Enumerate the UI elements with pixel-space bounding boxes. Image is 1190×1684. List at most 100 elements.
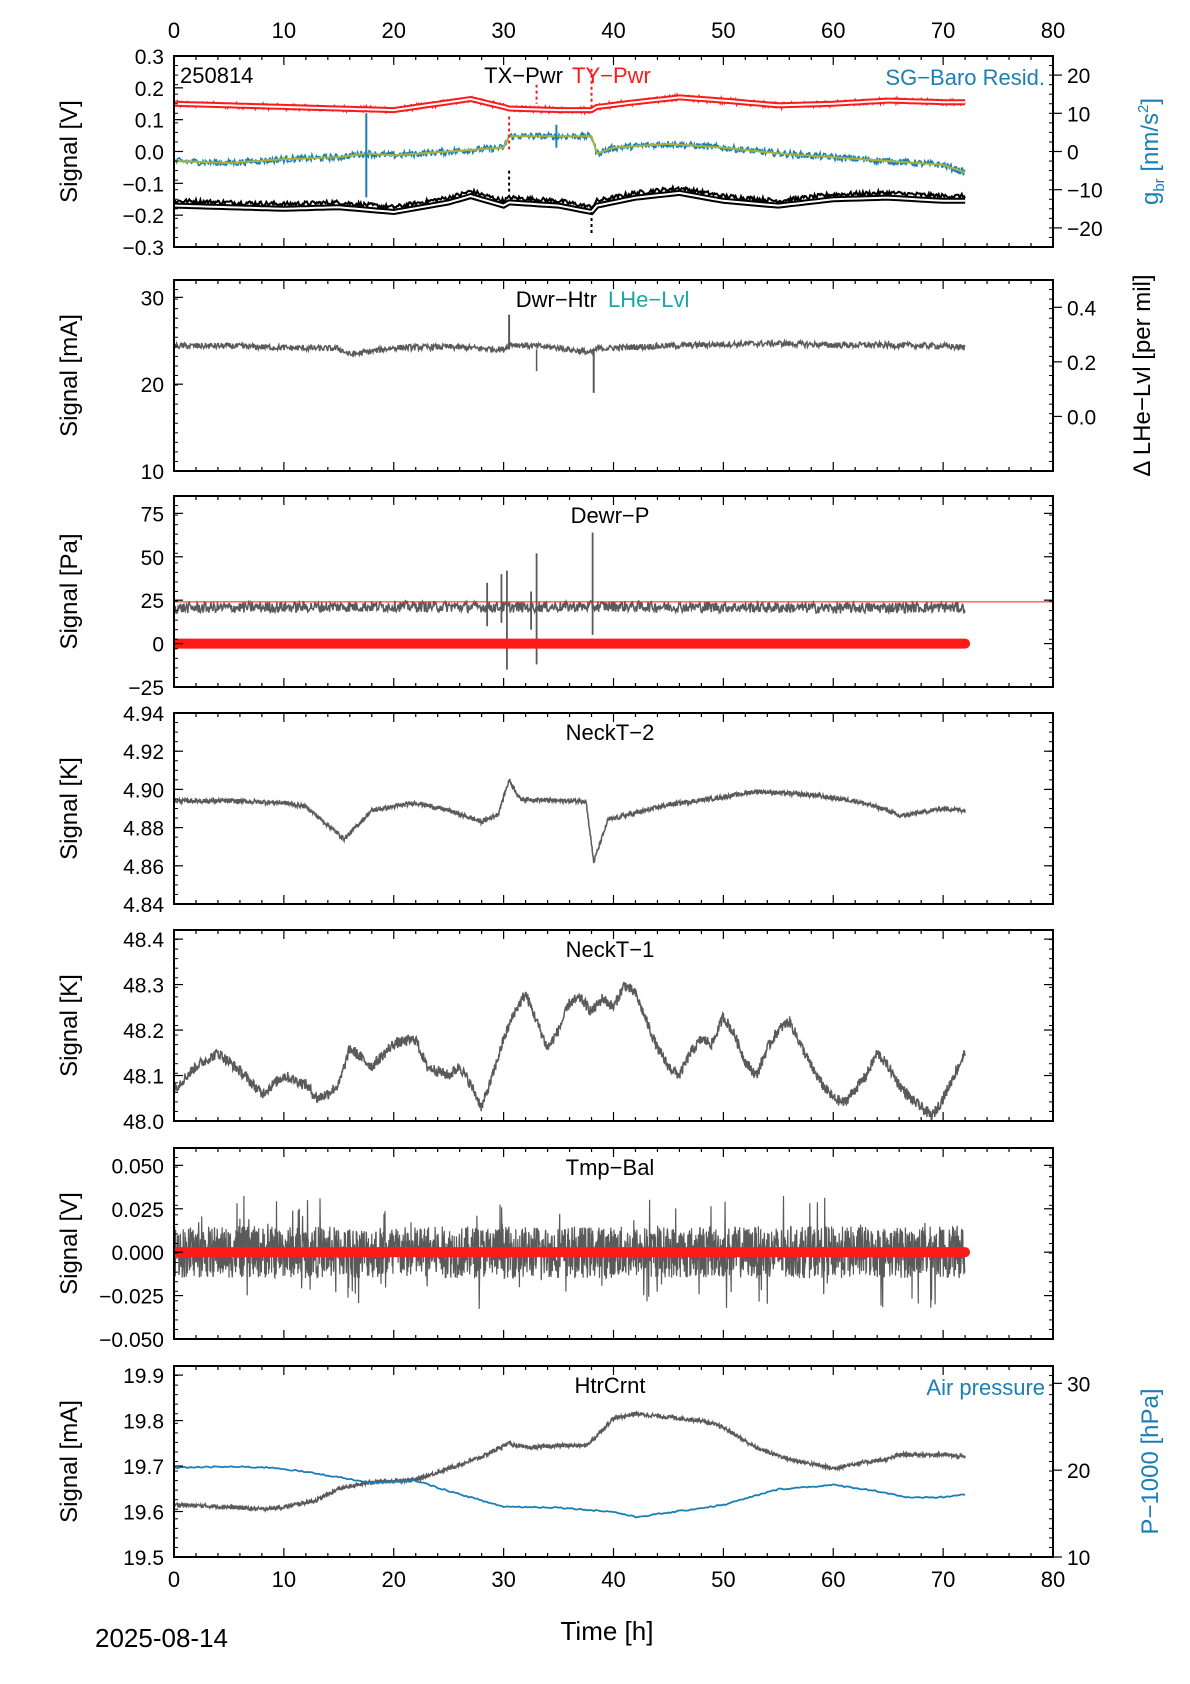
x-tick-label-bottom: 10	[272, 1567, 296, 1592]
dewr-p-series	[174, 598, 966, 616]
ty-pwr-smooth-core	[174, 96, 966, 112]
y-axis-label: Signal [V]	[56, 1192, 83, 1295]
y2-label-end: ]	[1137, 98, 1164, 105]
y2-axis-label: gbr [nm/s2]	[1135, 98, 1168, 205]
panel-plot-area	[174, 68, 966, 235]
panel-title-2: LHe−Lvl	[608, 287, 689, 312]
y2-tick-label: 10	[1067, 103, 1090, 126]
x-tick-label-bottom: 20	[382, 1567, 406, 1592]
y-tick-label: −0.050	[99, 1329, 164, 1352]
y-tick-label: 4.94	[123, 703, 164, 726]
y2-label-main: g	[1137, 192, 1164, 205]
y-tick-label: −0.2	[123, 205, 164, 228]
y-tick-label: −0.1	[123, 173, 164, 196]
y-tick-label: 4.90	[123, 779, 164, 802]
y-tick-label: −0.3	[123, 237, 164, 260]
right-series-label: SG−Baro Resid.	[885, 65, 1045, 90]
y2-tick-label: 0.4	[1067, 297, 1097, 320]
x-tick-label-top: 70	[931, 18, 955, 43]
y-axis-label: Signal [mA]	[56, 1400, 83, 1523]
htr-crnt-series	[174, 1410, 966, 1513]
y2-tick-label: 10	[1067, 1547, 1090, 1570]
panel-plot-area	[174, 1195, 971, 1309]
y-axis-label: Signal [mA]	[56, 314, 83, 437]
y2-label-sup: 2	[1135, 105, 1152, 113]
y2-axis-label: Δ LHe−Lvl [per mil]	[1129, 274, 1156, 476]
corner-label: 250814	[180, 63, 253, 88]
x-tick-label-bottom: 50	[711, 1567, 735, 1592]
y2-tick-label: 20	[1067, 65, 1090, 88]
panel-frame	[173, 1147, 1054, 1340]
y-tick-label: 0.0	[135, 142, 164, 165]
y-tick-label: 48.3	[123, 975, 164, 998]
y-tick-label: 75	[141, 503, 164, 526]
y2-tick-label: 0	[1067, 142, 1079, 165]
panel-frame	[173, 712, 1054, 905]
x-tick-label-bottom: 40	[601, 1567, 625, 1592]
y-tick-label: 48.4	[123, 929, 164, 952]
y-tick-label: 4.84	[123, 894, 164, 917]
y-tick-label: 0.3	[135, 46, 164, 69]
panel-title: HtrCrnt	[575, 1373, 646, 1398]
right-series-label: Air pressure	[926, 1375, 1045, 1400]
x-tick-label-top: 40	[601, 18, 625, 43]
panel-2: 10 20 30 Signal [mA] 0.0 0.2 0.4 Δ LHe−Lvl [per…	[56, 274, 1156, 484]
y-tick-label: 50	[141, 547, 164, 570]
x-tick-label-top: 0	[168, 18, 180, 43]
y-tick-label: 4.92	[123, 741, 164, 764]
y-tick-label: 20	[141, 374, 164, 397]
y-tick-label: 10	[141, 461, 164, 484]
x-tick-label-bottom: 30	[491, 1567, 515, 1592]
panel-plot-area	[174, 778, 966, 864]
dwr-htr-series	[174, 338, 966, 358]
neckt-1-series	[174, 981, 966, 1121]
panel-1: −0.3 −0.2 −0.1 0.0 0.1 0.2 0.3 Signal [V] −20 −10…	[56, 46, 1168, 260]
y-tick-label: 4.86	[123, 856, 164, 879]
panel-3: −25 0 25 50 75 Signal [Pa] Dewr−P	[56, 495, 1054, 700]
y2-axis-label: P−1000 [hPa]	[1137, 1388, 1164, 1534]
y-tick-label: 0.2	[135, 78, 164, 101]
y2-tick-label: 0.0	[1067, 406, 1096, 429]
x-tick-label-bottom: 70	[931, 1567, 955, 1592]
tx-pwr-smooth-core	[174, 191, 966, 214]
x-tick-label-bottom: 0	[168, 1567, 180, 1592]
y-tick-label: 19.7	[123, 1456, 164, 1479]
x-tick-label-bottom: 60	[821, 1567, 845, 1592]
x-tick-label-top: 80	[1041, 18, 1065, 43]
panel-title: Tmp−Bal	[566, 1155, 655, 1180]
panel-5: 48.0 48.1 48.2 48.3 48.4 Signal [K] NeckT−1	[56, 929, 1054, 1134]
panel-title-2: TY−Pwr	[572, 63, 651, 88]
x-tick-label-top: 10	[272, 18, 296, 43]
panel-frame	[173, 55, 1054, 248]
panel-title: Dwr−Htr	[516, 287, 597, 312]
y2-tick-label: 30	[1067, 1373, 1090, 1396]
x-axis-label: Time [h]	[561, 1616, 654, 1646]
air-pressure-series	[174, 1465, 966, 1519]
panel-title: TX−Pwr	[484, 63, 563, 88]
y-tick-label: 48.1	[123, 1066, 164, 1089]
panel-frame	[173, 929, 1054, 1122]
neckt-2-series	[174, 778, 966, 864]
tx-pwr-series	[174, 184, 966, 212]
y-tick-label: 19.8	[123, 1411, 164, 1434]
y-tick-label: 0.000	[111, 1242, 164, 1265]
x-tick-label-bottom: 80	[1041, 1567, 1065, 1592]
y-tick-label: 4.88	[123, 818, 164, 841]
panel-title: NeckT−2	[566, 720, 655, 745]
y-tick-label: −0.025	[99, 1286, 164, 1309]
y-tick-label: 19.5	[123, 1547, 164, 1570]
y2-label-unit: [nm/s	[1137, 113, 1164, 178]
panel-frame	[173, 279, 1054, 472]
sg-baro-resid-smooth	[174, 135, 966, 174]
x-tick-label-top: 20	[382, 18, 406, 43]
y-tick-label: 0.1	[135, 110, 164, 133]
y-tick-label: 0.025	[111, 1199, 164, 1222]
panel-title: Dewr−P	[571, 503, 650, 528]
panel-plot-area	[174, 314, 966, 393]
panel-plot-area	[174, 532, 1053, 670]
y-tick-label: 48.0	[123, 1111, 164, 1134]
x-tick-label-top: 50	[711, 18, 735, 43]
date-label: 2025-08-14	[95, 1623, 228, 1653]
panel-frame	[173, 495, 1054, 688]
x-tick-label-top: 30	[491, 18, 515, 43]
